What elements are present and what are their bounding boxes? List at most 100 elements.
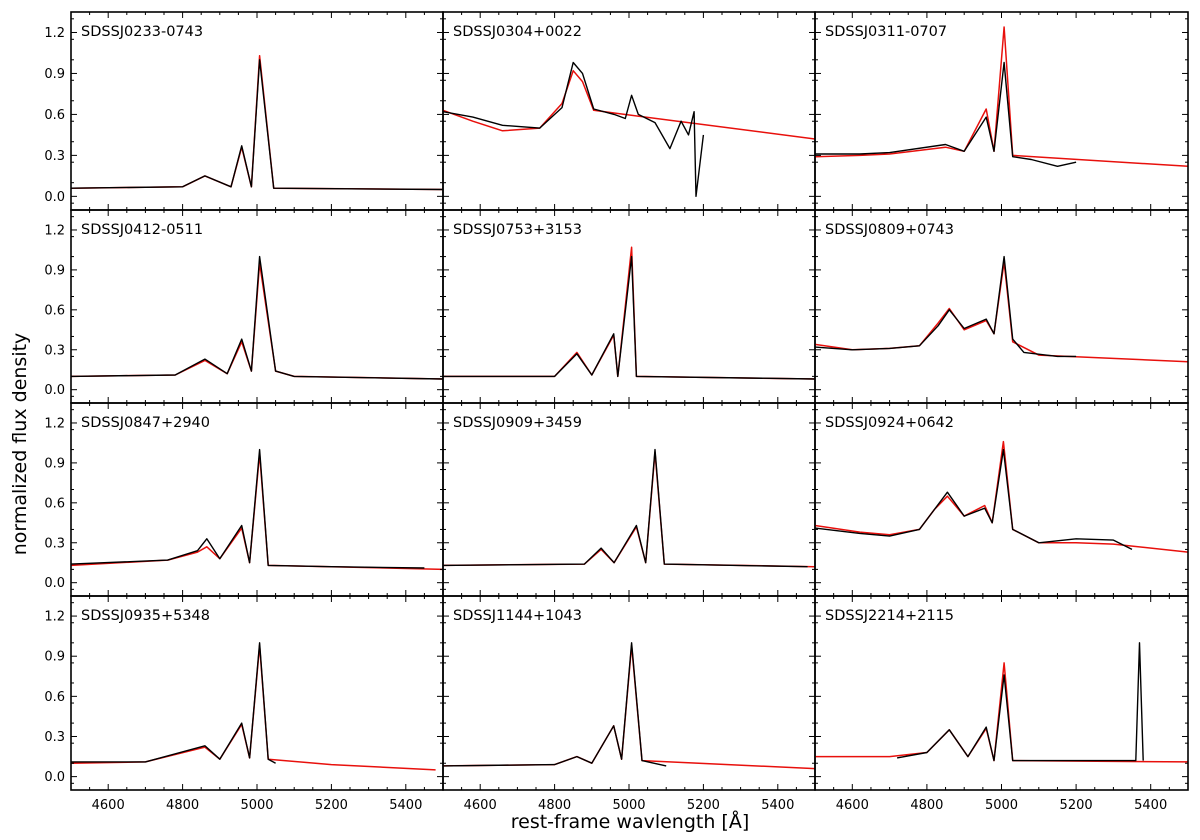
panel-sdssj0304+0022: SDSSJ0304+0022	[442, 11, 816, 211]
y-tick-label: 0.9	[44, 67, 65, 82]
x-tick-label: 4800	[910, 798, 943, 813]
y-tick-label: 0.0	[44, 770, 65, 785]
panel-plot-area	[815, 440, 1188, 553]
y-tick-label: 0.3	[44, 343, 65, 358]
x-tick-label: 4800	[166, 798, 199, 813]
panel-plot-area	[71, 54, 443, 191]
panel-sdssj0233-0743: SDSSJ0233-0743	[70, 11, 444, 211]
panel-sdssj0909+3459: SDSSJ0909+3459	[442, 402, 816, 597]
spectrum-line	[71, 642, 276, 764]
spectrum-line	[815, 255, 1077, 358]
panel-frame	[70, 11, 444, 211]
x-tick-label: 5000	[612, 798, 645, 813]
panel-frame	[442, 402, 816, 597]
model-line	[71, 54, 443, 191]
panel-label: SDSSJ0909+3459	[453, 415, 582, 431]
x-tick-label: 5200	[315, 798, 348, 813]
y-tick-label: 1.2	[44, 610, 65, 625]
y-tick-labels: 0.0 0.3 0.6 0.9 1.2 0.0 0.3 0.6 0.9 1.2 0.0 0.3 0.6 0…	[44, 26, 65, 785]
panel-label: SDSSJ2214+2115	[825, 608, 954, 624]
x-tick-label: 4600	[92, 798, 125, 813]
panel-plot-area	[443, 448, 815, 568]
spectrum-line	[443, 642, 667, 767]
panel-frame	[814, 402, 1189, 597]
panel-frame	[442, 209, 816, 404]
y-tick-label: 0.6	[44, 496, 65, 511]
panel-plot-area	[815, 26, 1188, 168]
y-tick-label: 0.3	[44, 730, 65, 745]
spectrum-line	[71, 59, 443, 191]
panel-sdssj0753+3153: SDSSJ0753+3153	[442, 209, 816, 404]
panel-label: SDSSJ0311-0707	[825, 24, 947, 40]
x-tick-label: 4600	[836, 798, 869, 813]
panel-sdssj0924+0642: SDSSJ0924+0642	[814, 402, 1189, 597]
y-tick-label: 1.2	[44, 223, 65, 238]
panel-sdssj0311-0707: SDSSJ0311-0707	[814, 11, 1189, 211]
x-tick-label: 5400	[761, 798, 794, 813]
panel-plot-area	[71, 448, 443, 571]
y-tick-label: 0.0	[44, 383, 65, 398]
model-line	[815, 440, 1188, 553]
spectrum-line	[896, 642, 1144, 762]
y-tick-label: 0.6	[44, 108, 65, 123]
x-tick-label: 5000	[985, 798, 1018, 813]
panel-label: SDSSJ1144+1043	[453, 608, 582, 624]
panel-label: SDSSJ0935+5348	[81, 608, 210, 624]
panel-frame	[70, 595, 444, 791]
y-tick-label: 1.2	[44, 26, 65, 41]
spectrum-line	[443, 448, 808, 568]
panel-label: SDSSJ0809+0743	[825, 222, 954, 238]
panel-plot-area	[815, 255, 1188, 363]
model-line	[443, 246, 815, 380]
panel-plot-area	[443, 246, 815, 380]
spectrum-line	[443, 61, 705, 198]
x-axis-label: rest-frame wavlength [Å]	[511, 810, 750, 833]
y-tick-label: 0.9	[44, 650, 65, 665]
x-tick-label: 5400	[1134, 798, 1167, 813]
model-line	[815, 26, 1188, 168]
panel-plot-area	[443, 642, 815, 770]
spectrum-line	[815, 61, 1077, 168]
panel-sdssj0412-0511: SDSSJ0412-0511	[70, 209, 444, 404]
y-tick-label: 1.2	[44, 416, 65, 431]
spectrum-line	[71, 255, 443, 380]
model-line	[443, 451, 815, 568]
x-tick-label: 4800	[538, 798, 571, 813]
model-line	[443, 644, 815, 770]
panel-grid: SDSSJ0233-0743 SDSSJ0304+0022 SDSSJ0311-07…	[70, 11, 1189, 791]
spectrum-line	[71, 448, 425, 569]
panel-frame	[814, 11, 1189, 211]
panel-frame	[814, 209, 1189, 404]
panel-frame	[442, 595, 816, 791]
panel-sdssj1144+1043: SDSSJ1144+1043	[442, 595, 816, 791]
panel-sdssj2214+2115: SDSSJ2214+2115	[814, 595, 1189, 791]
x-tick-label: 5200	[687, 798, 720, 813]
model-line	[815, 662, 1188, 763]
x-tick-label: 5200	[1060, 798, 1093, 813]
y-tick-label: 0.0	[44, 190, 65, 205]
panel-sdssj0847+2940: SDSSJ0847+2940	[70, 402, 444, 597]
panel-label: SDSSJ0412-0511	[81, 222, 203, 238]
panel-label: SDSSJ0847+2940	[81, 415, 210, 431]
panel-frame	[442, 11, 816, 211]
panel-label: SDSSJ0924+0642	[825, 415, 954, 431]
x-tick-labels: 4600 4800 5000 5200 5400 4600 4800 5000 5200 5400…	[92, 798, 1168, 813]
y-tick-label: 0.9	[44, 263, 65, 278]
y-axis-label: normalized flux density	[9, 333, 31, 556]
spectrum-line	[443, 255, 815, 380]
panel-label: SDSSJ0304+0022	[453, 24, 582, 40]
x-tick-label: 4600	[464, 798, 497, 813]
y-tick-label: 0.3	[44, 149, 65, 164]
y-tick-label: 0.9	[44, 456, 65, 471]
model-line	[71, 452, 443, 571]
panel-plot-area	[443, 61, 815, 198]
panel-label: SDSSJ0233-0743	[81, 24, 203, 40]
panel-plot-area	[815, 642, 1188, 763]
y-tick-label: 0.6	[44, 303, 65, 318]
panel-sdssj0809+0743: SDSSJ0809+0743	[814, 209, 1189, 404]
panel-label: SDSSJ0753+3153	[453, 222, 582, 238]
panel-plot-area	[71, 642, 436, 771]
panel-plot-area	[71, 255, 443, 380]
x-tick-label: 5000	[240, 798, 273, 813]
